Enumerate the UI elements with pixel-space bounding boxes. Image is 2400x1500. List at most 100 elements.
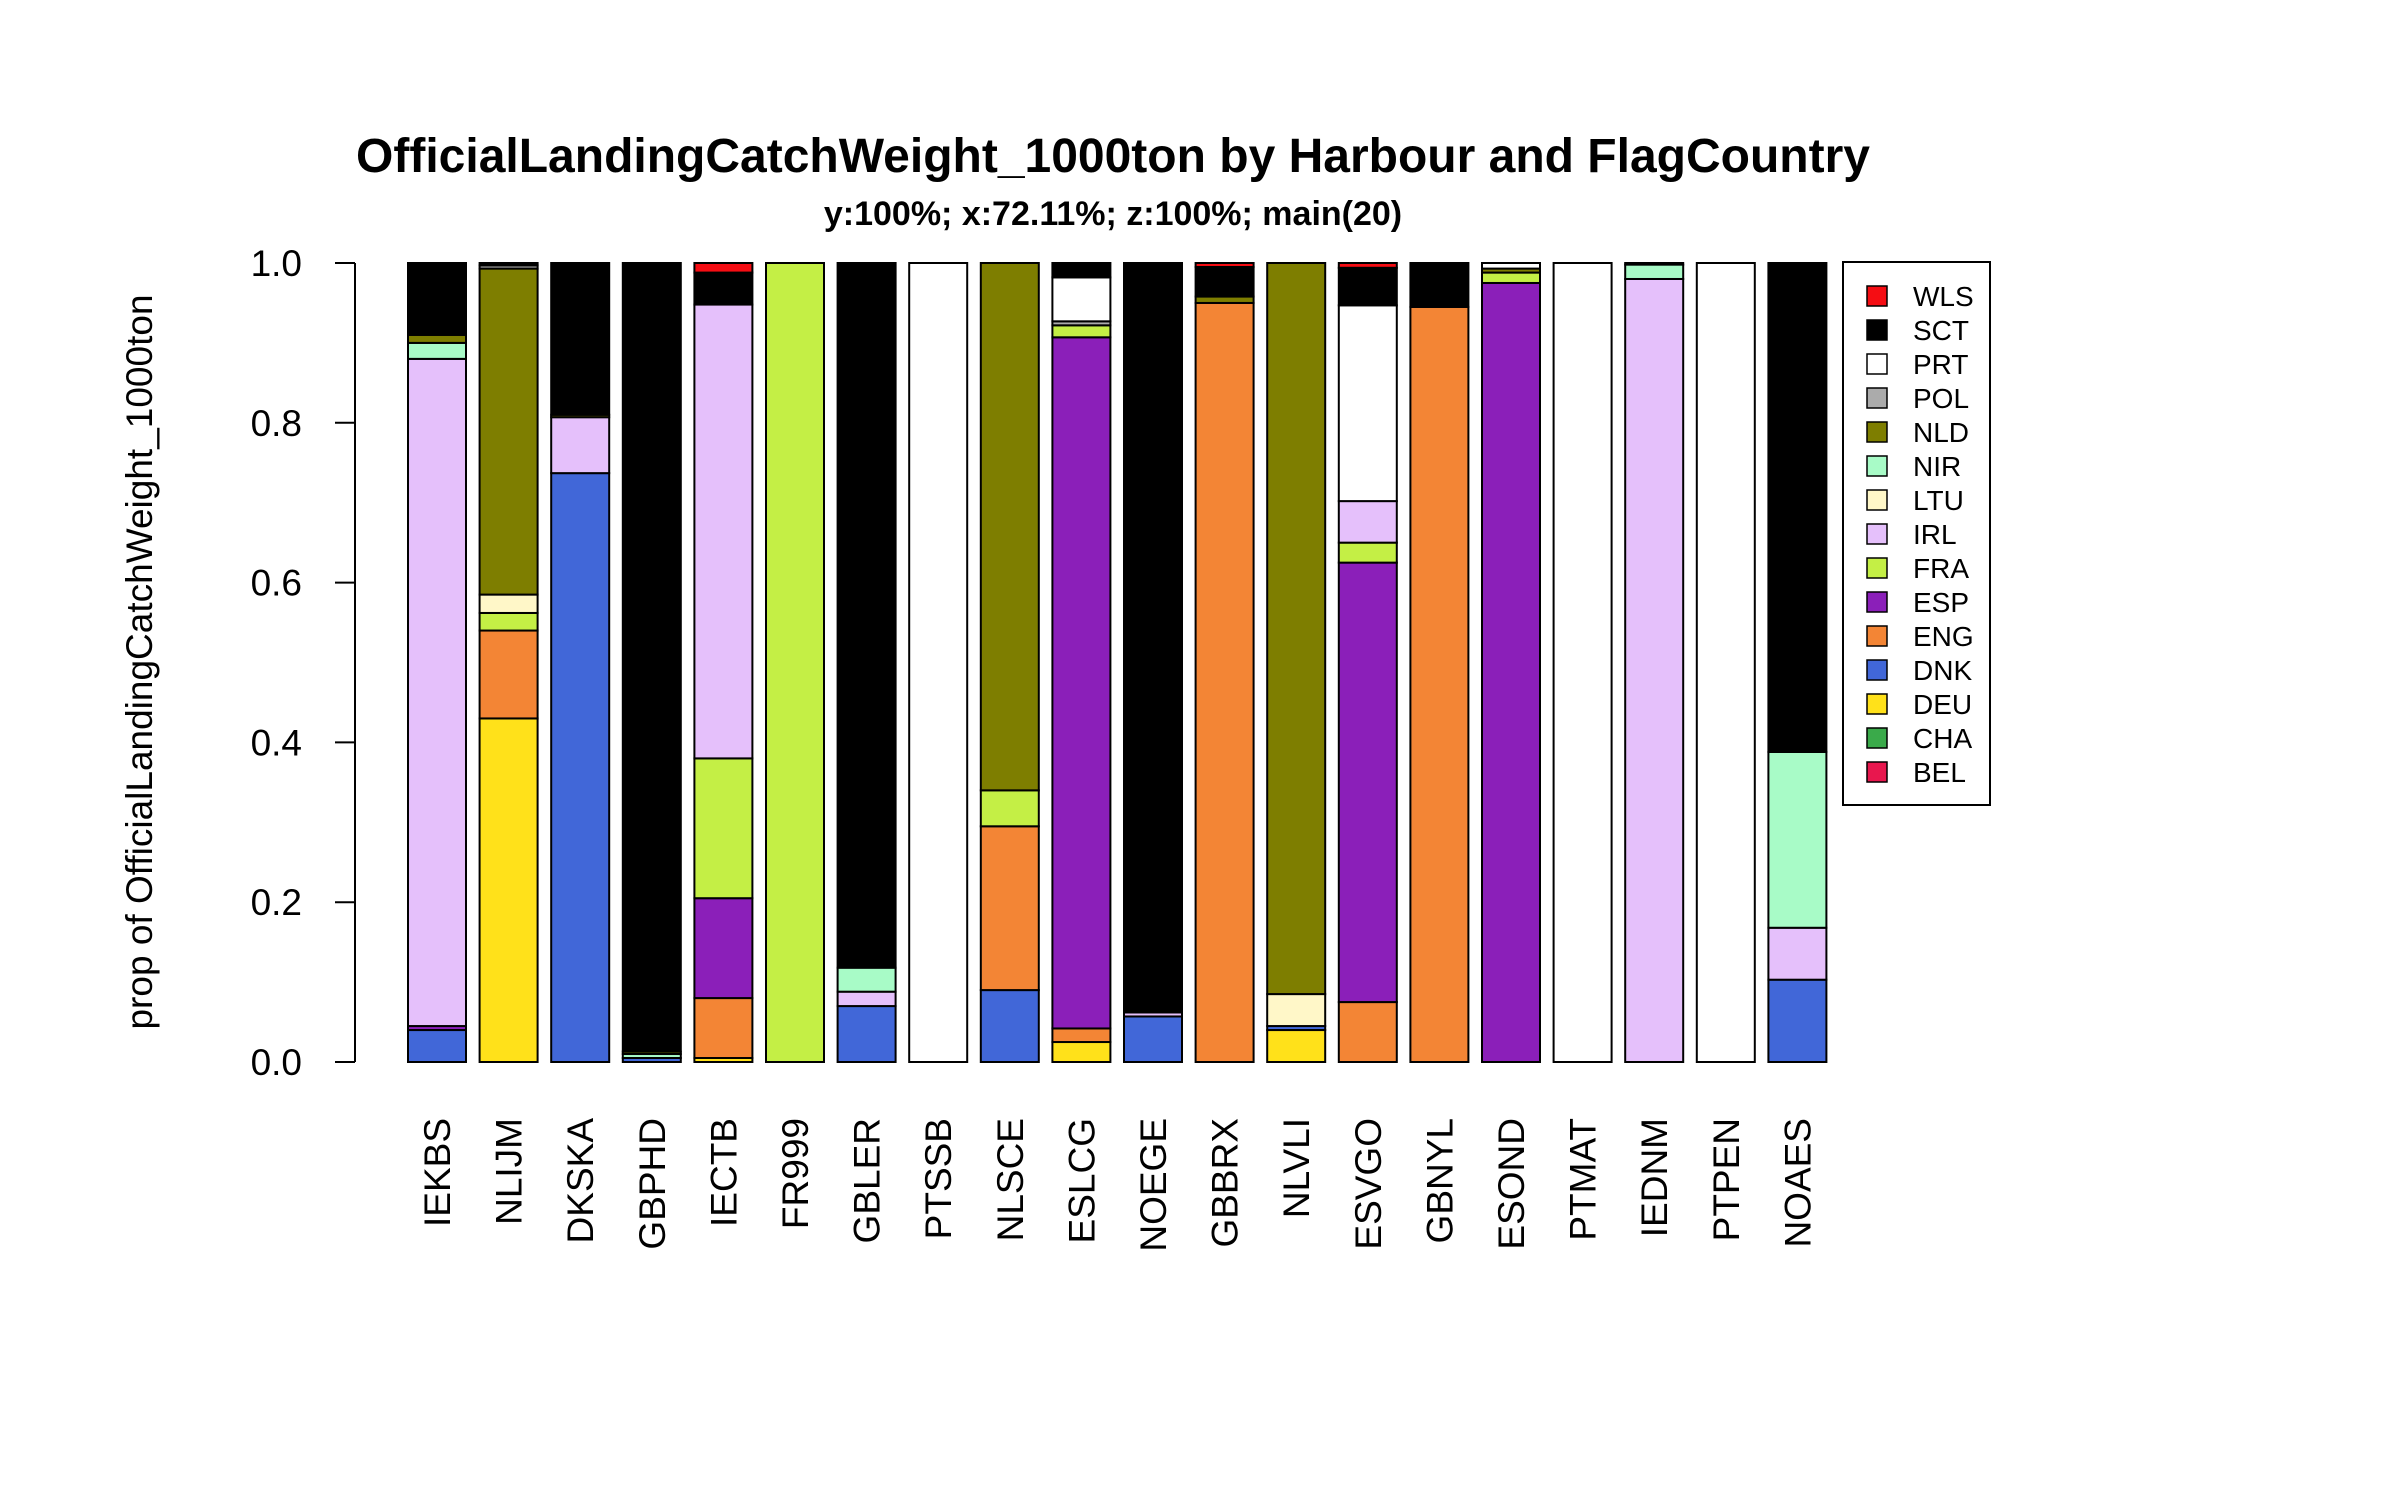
- y-tick-label: 0.8: [251, 403, 302, 444]
- chart-title: OfficialLandingCatchWeight_1000ton by Ha…: [356, 130, 1870, 183]
- x-tick-label: NOEGE: [1133, 1118, 1174, 1252]
- x-tick-label: GBNYL: [1419, 1118, 1460, 1243]
- bar-PTMAT: [1554, 263, 1612, 1062]
- legend-label-CHA: CHA: [1913, 723, 1972, 754]
- bar-ESLCG: [1052, 263, 1110, 1062]
- x-tick-label: GBLER: [847, 1118, 888, 1243]
- legend-label-DNK: DNK: [1913, 655, 1972, 686]
- bar-segment-NOAES-IRL: [1768, 928, 1826, 980]
- y-tick-label: 0.0: [251, 1042, 302, 1083]
- y-tick-label: 0.2: [251, 882, 302, 923]
- bar-IEKBS: [408, 263, 466, 1062]
- bar-GBNYL: [1410, 263, 1468, 1062]
- bar-segment-ESOND-PRT: [1482, 263, 1540, 269]
- bar-segment-ESVGO-IRL: [1339, 501, 1397, 543]
- bar-segment-NLSCE-DNK: [981, 990, 1039, 1062]
- bar-segment-NLIJM-LTU: [480, 595, 538, 613]
- bar-segment-NLIJM-SCT: [480, 263, 538, 265]
- x-tick-label: PTPEN: [1706, 1118, 1747, 1241]
- bar-PTSSB: [909, 263, 967, 1062]
- bar-segment-DKSKA-DNK: [551, 473, 609, 1062]
- bar-IEDNM: [1625, 263, 1683, 1062]
- bar-segment-ESLCG-DEU: [1052, 1042, 1110, 1062]
- bar-segment-IEKBS-NLD: [408, 335, 466, 343]
- legend-label-IRL: IRL: [1913, 519, 1957, 550]
- legend: WLSSCTPRTPOLNLDNIRLTUIRLFRAESPENGDNKDEUC…: [1843, 262, 1990, 805]
- bar-segment-NLVLI-LTU: [1267, 994, 1325, 1026]
- bar-GBLER: [838, 263, 896, 1062]
- bar-segment-NOEGE-DNK: [1124, 1016, 1182, 1062]
- legend-label-DEU: DEU: [1913, 689, 1972, 720]
- bar-segment-IECTB-FRA: [694, 758, 752, 898]
- bar-PTPEN: [1697, 263, 1755, 1062]
- bar-segment-IEKBS-SCT: [408, 263, 466, 335]
- bar-segment-ESVGO-ENG: [1339, 1002, 1397, 1062]
- bar-segment-ESVGO-SCT: [1339, 268, 1397, 306]
- bar-segment-ESLCG-ENG: [1052, 1028, 1110, 1042]
- legend-swatch-CHA: [1867, 728, 1887, 748]
- legend-swatch-NIR: [1867, 456, 1887, 476]
- bar-segment-IECTB-SCT: [694, 273, 752, 305]
- legend-swatch-POL: [1867, 388, 1887, 408]
- legend-label-SCT: SCT: [1913, 315, 1969, 346]
- bar-segment-PTMAT-PRT: [1554, 263, 1612, 1062]
- bar-segment-IEKBS-DNK: [408, 1030, 466, 1062]
- bar-segment-ESOND-FRA: [1482, 273, 1540, 283]
- legend-label-FRA: FRA: [1913, 553, 1969, 584]
- legend-swatch-DNK: [1867, 660, 1887, 680]
- bar-NLIJM: [480, 263, 538, 1062]
- x-tick-label: FR999: [775, 1118, 816, 1229]
- bar-segment-IECTB-IRL: [694, 305, 752, 759]
- legend-swatch-ESP: [1867, 592, 1887, 612]
- bar-segment-NLIJM-DEU: [480, 718, 538, 1062]
- bar-segment-IEDNM-NIR: [1625, 265, 1683, 279]
- bar-NLSCE: [981, 263, 1039, 1062]
- x-tick-label: PTMAT: [1563, 1118, 1604, 1241]
- legend-label-ESP: ESP: [1913, 587, 1969, 618]
- legend-swatch-WLS: [1867, 286, 1887, 306]
- legend-swatch-PRT: [1867, 354, 1887, 374]
- bar-segment-GBNYL-ENG: [1410, 307, 1468, 1062]
- bar-segment-IECTB-WLS: [694, 263, 752, 273]
- bar-segment-ESOND-ESP: [1482, 283, 1540, 1062]
- x-tick-label: ESVGO: [1348, 1118, 1389, 1250]
- bar-segment-ESVGO-PRT: [1339, 305, 1397, 501]
- chart-subtitle: y:100%; x:72.11%; z:100%; main(20): [824, 195, 1402, 233]
- x-tick-label: PTSSB: [918, 1118, 959, 1239]
- bar-ESVGO: [1339, 263, 1397, 1062]
- bar-segment-DKSKA-SCT: [551, 263, 609, 415]
- bar-segment-FR999-FRA: [766, 263, 824, 1062]
- bar-NOEGE: [1124, 263, 1182, 1062]
- bar-segment-ESVGO-FRA: [1339, 543, 1397, 563]
- x-tick-label: IEKBS: [417, 1118, 458, 1227]
- legend-swatch-LTU: [1867, 490, 1887, 510]
- y-axis-title: prop of OfficialLandingCatchWeight_1000t…: [119, 294, 160, 1029]
- bar-segment-NLSCE-FRA: [981, 790, 1039, 826]
- bar-segment-IEKBS-IRL: [408, 359, 466, 1026]
- bar-segment-GBBRX-ENG: [1196, 303, 1254, 1062]
- legend-swatch-IRL: [1867, 524, 1887, 544]
- x-tick-label: NLVLI: [1276, 1118, 1317, 1218]
- bar-segment-NLIJM-FRA: [480, 613, 538, 631]
- bar-segment-NLSCE-ENG: [981, 826, 1039, 990]
- legend-swatch-DEU: [1867, 694, 1887, 714]
- legend-label-NLD: NLD: [1913, 417, 1969, 448]
- bar-segment-ESVGO-WLS: [1339, 263, 1397, 268]
- bar-IECTB: [694, 263, 752, 1062]
- x-tick-label: ESLCG: [1061, 1118, 1102, 1243]
- bar-segment-ESLCG-ESP: [1052, 337, 1110, 1028]
- bar-segment-IEDNM-IRL: [1625, 279, 1683, 1062]
- bar-NOAES: [1768, 263, 1826, 1062]
- legend-label-POL: POL: [1913, 383, 1969, 414]
- x-tick-label: NLIJM: [489, 1118, 530, 1225]
- x-tick-label: GBBRX: [1205, 1118, 1246, 1248]
- legend-label-NIR: NIR: [1913, 451, 1961, 482]
- bar-segment-NOAES-SCT: [1768, 263, 1826, 752]
- legend-swatch-NLD: [1867, 422, 1887, 442]
- bar-segment-GBBRX-SCT: [1196, 267, 1254, 297]
- bar-segment-NLIJM-NLD: [480, 269, 538, 595]
- bar-segment-ESLCG-PRT: [1052, 277, 1110, 321]
- bar-NLVLI: [1267, 263, 1325, 1062]
- y-tick-label: 0.6: [251, 563, 302, 604]
- bar-segment-IEDNM-SCT: [1625, 263, 1683, 265]
